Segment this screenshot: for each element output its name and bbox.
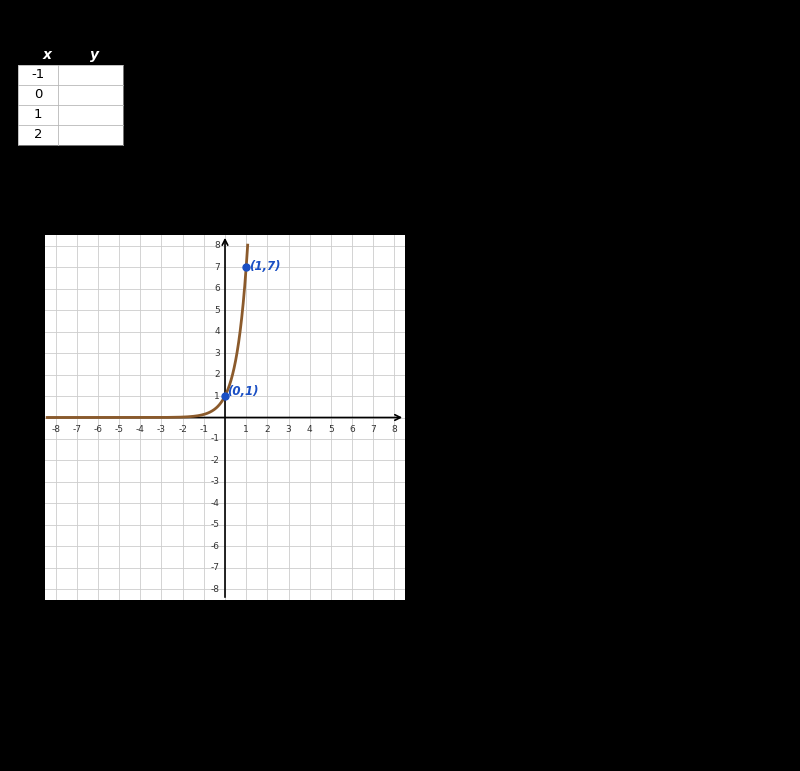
Text: 0: 0: [34, 89, 42, 102]
Text: -3: -3: [210, 477, 220, 487]
Text: x: x: [296, 18, 302, 28]
Text: x: x: [406, 409, 413, 419]
Text: -5: -5: [114, 425, 124, 434]
Text: -8: -8: [51, 425, 60, 434]
Text: y: y: [226, 224, 232, 234]
Text: (1,7): (1,7): [249, 261, 280, 274]
Text: = 7: = 7: [267, 22, 299, 35]
Text: -8: -8: [210, 584, 220, 594]
Text: -7: -7: [72, 425, 82, 434]
Text: Plot two points to graph the function.: Plot two points to graph the function.: [18, 182, 322, 195]
Text: 5: 5: [328, 425, 334, 434]
Text: -2: -2: [211, 456, 220, 465]
Text: -4: -4: [211, 499, 220, 508]
Text: Complete the table for the function: Complete the table for the function: [20, 22, 308, 35]
Text: -1: -1: [31, 69, 45, 82]
Text: 5: 5: [214, 305, 220, 315]
Text: 1: 1: [243, 425, 249, 434]
Text: -1: -1: [199, 425, 208, 434]
Text: y: y: [258, 22, 266, 35]
Text: -5: -5: [210, 520, 220, 530]
Text: 8: 8: [391, 425, 398, 434]
Text: Now, graph the function.: Now, graph the function.: [18, 160, 210, 173]
Text: -4: -4: [136, 425, 145, 434]
Text: -3: -3: [157, 425, 166, 434]
Text: 2: 2: [214, 370, 220, 379]
Text: 7: 7: [214, 263, 220, 271]
Text: -7: -7: [210, 564, 220, 572]
Text: 1: 1: [34, 109, 42, 122]
Text: x: x: [43, 48, 52, 62]
Text: -1: -1: [210, 435, 220, 443]
Text: 7: 7: [370, 425, 376, 434]
Text: 3: 3: [286, 425, 291, 434]
Text: 2: 2: [265, 425, 270, 434]
Text: .: .: [304, 22, 312, 35]
Text: -2: -2: [178, 425, 187, 434]
Text: 2: 2: [34, 129, 42, 142]
Text: 4: 4: [307, 425, 313, 434]
Text: 3: 3: [214, 348, 220, 358]
Text: -6: -6: [210, 542, 220, 550]
Text: y: y: [90, 48, 99, 62]
Text: 8: 8: [214, 241, 220, 251]
Text: 6: 6: [349, 425, 355, 434]
Text: 6: 6: [214, 284, 220, 293]
Text: -6: -6: [94, 425, 102, 434]
Text: 4: 4: [214, 327, 220, 336]
Text: 1: 1: [214, 392, 220, 400]
Text: (0,1): (0,1): [227, 385, 259, 398]
